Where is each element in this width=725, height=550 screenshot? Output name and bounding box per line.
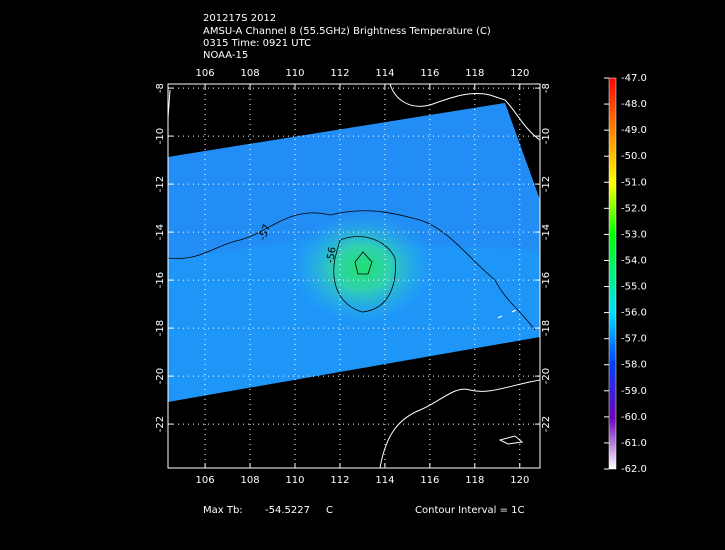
lon-tick-label: 110	[285, 68, 304, 79]
lat-tick-label: -22	[155, 416, 166, 432]
lat-tick-label: -20	[541, 368, 552, 384]
colorbar-label: -50.0	[621, 151, 647, 162]
title-line: 201217S 2012	[203, 13, 276, 24]
lon-tick-label: 106	[196, 475, 215, 486]
colorbar-label: -54.0	[621, 255, 647, 266]
colorbar	[608, 77, 617, 470]
lat-tick-label: -18	[155, 320, 166, 336]
lon-tick-label: 114	[375, 475, 394, 486]
colorbar-label: -51.0	[621, 177, 647, 188]
lat-tick-label: -14	[155, 224, 166, 240]
colorbar-label: -52.0	[621, 203, 647, 214]
colorbar-label: -58.0	[621, 360, 647, 371]
max-unit: C	[326, 505, 333, 516]
colorbar-label: -47.0	[621, 73, 647, 84]
lat-tick-label: -12	[541, 176, 552, 192]
lat-tick-label: -20	[155, 368, 166, 384]
contour-interval: Contour Interval = 1C	[415, 505, 525, 516]
lon-tick-label: 120	[510, 475, 529, 486]
lon-tick-label: 112	[330, 475, 349, 486]
colorbar-label: -59.0	[621, 386, 647, 397]
lon-tick-label: 120	[510, 68, 529, 79]
lat-tick-label: -14	[541, 224, 552, 240]
title-line: 0315 Time: 0921 UTC	[203, 38, 311, 49]
lat-tick-label: -12	[155, 176, 166, 192]
lat-tick-label: -18	[541, 320, 552, 336]
colorbar-label: -62.0	[621, 464, 647, 475]
lon-tick-label: 118	[465, 68, 484, 79]
contour-label: -56	[325, 246, 339, 264]
colorbar-label: -57.0	[621, 334, 647, 345]
title-line: AMSU-A Channel 8 (55.5GHz) Brightness Te…	[203, 26, 491, 37]
colorbar-label: -49.0	[621, 125, 647, 136]
colorbar-label: -56.0	[621, 308, 647, 319]
map-frame	[167, 83, 541, 469]
lon-tick-label: 116	[420, 475, 439, 486]
contour	[333, 236, 396, 313]
colorbar-label: -53.0	[621, 229, 647, 240]
lat-tick-label: -16	[155, 272, 166, 288]
colorbar-label: -60.0	[621, 412, 647, 423]
lon-tick-label: 106	[196, 68, 215, 79]
lon-tick-label: 108	[240, 475, 259, 486]
lon-tick-label: 116	[420, 68, 439, 79]
colorbar-label: -55.0	[621, 282, 647, 293]
lon-tick-label: 112	[330, 68, 349, 79]
contour	[168, 210, 536, 331]
swath-shade	[168, 103, 540, 260]
title-line: NOAA-15	[203, 50, 248, 61]
lat-tick-label: -10	[541, 128, 552, 144]
colorbar-label: -61.0	[621, 438, 647, 449]
lat-tick-label: -16	[541, 272, 552, 288]
lon-tick-label: 108	[240, 68, 259, 79]
contour-label: -57	[257, 223, 273, 242]
contour	[354, 251, 373, 275]
map-area	[168, 84, 540, 468]
island	[497, 309, 524, 445]
lat-tick-label: -10	[155, 128, 166, 144]
lat-tick-label: -22	[541, 416, 552, 432]
lon-tick-label: 110	[285, 475, 304, 486]
coastline	[379, 379, 540, 468]
colorbar-label: -48.0	[621, 99, 647, 110]
lat-tick-label: -8	[155, 83, 166, 93]
max-label: Max Tb:	[203, 505, 243, 516]
lon-tick-label: 118	[465, 475, 484, 486]
max-value: -54.5227	[265, 505, 310, 516]
warm-core	[292, 213, 432, 323]
lon-tick-label: 114	[375, 68, 394, 79]
lat-tick-label: -8	[541, 83, 552, 93]
